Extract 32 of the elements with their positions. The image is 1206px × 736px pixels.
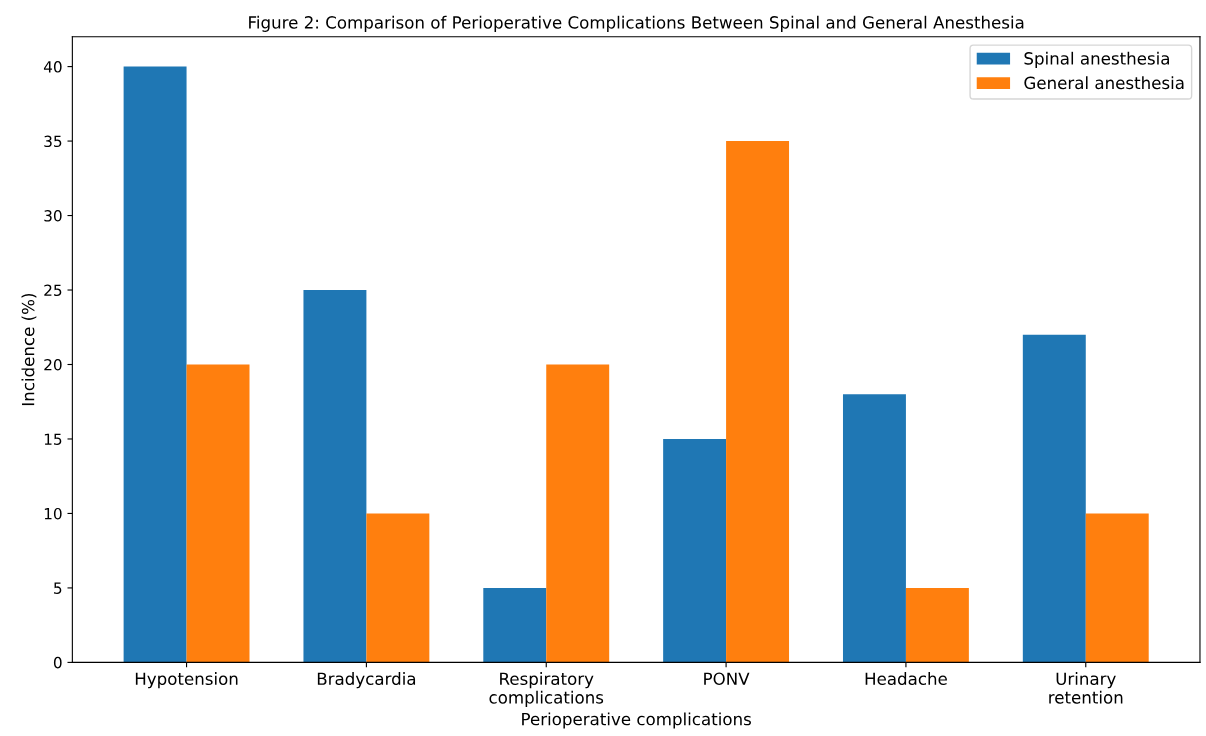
bar xyxy=(303,290,367,663)
bar xyxy=(663,438,727,663)
bar xyxy=(842,394,906,663)
y-tick-label: 35 xyxy=(44,135,62,148)
x-tick-label: PONV xyxy=(704,672,750,686)
chart-title: Figure 2: Comparison of Perioperative Complications Between Spinal and General Anesthesia xyxy=(249,15,1024,32)
x-axis-title: Perioperative complications xyxy=(522,712,751,729)
y-axis-title: Incidence (%) xyxy=(21,293,37,406)
y-tick-label: 10 xyxy=(44,507,62,520)
x-tick-label: Bradycardia xyxy=(317,672,416,689)
y-tick-label: 20 xyxy=(44,358,62,371)
bar xyxy=(546,364,610,663)
bar xyxy=(483,587,547,663)
y-tick-label: 15 xyxy=(44,433,62,445)
bar xyxy=(726,141,790,663)
y-tick-label: 0 xyxy=(53,656,62,669)
x-tick-label: Urinary retention xyxy=(1049,672,1123,704)
y-tick-label: 5 xyxy=(54,582,62,594)
x-tick-label: Headache xyxy=(865,672,947,686)
y-tick-label: 25 xyxy=(44,284,62,297)
legend-label: Spinal anesthesia xyxy=(1024,51,1169,68)
bar xyxy=(366,513,430,663)
legend-label: General anesthesia xyxy=(1024,76,1184,90)
x-tick-label: Respiratory complications xyxy=(489,672,604,707)
bar xyxy=(123,66,187,663)
bar xyxy=(905,587,969,663)
x-tick-label: Hypotension xyxy=(135,672,238,689)
y-tick-label: 40 xyxy=(43,61,62,73)
bar xyxy=(1085,513,1149,663)
y-tick-label: 30 xyxy=(44,210,62,222)
bar xyxy=(1022,334,1086,663)
bar xyxy=(186,364,250,663)
